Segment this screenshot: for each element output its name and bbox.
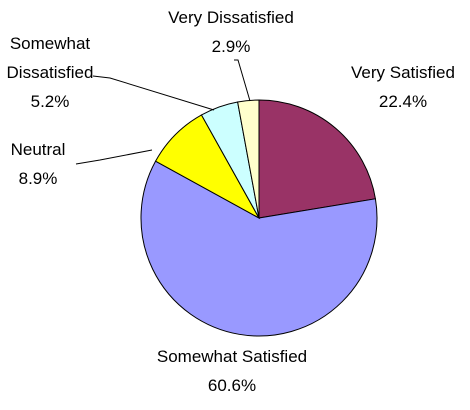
pie-slice <box>258 99 377 219</box>
value-label: 22.4% <box>378 92 428 111</box>
leader-line <box>75 149 153 165</box>
value-label: 5.2% <box>30 92 70 111</box>
value-label: 8.9% <box>18 169 58 188</box>
category-label: Somewhat Dissatisfied <box>6 34 94 82</box>
leader-line <box>234 59 251 102</box>
leader-lines <box>75 59 251 165</box>
slice-label: Neutral 8.9% <box>0 135 78 193</box>
category-label: Somewhat Satisfied <box>156 347 308 366</box>
pie-slice <box>140 160 378 337</box>
slice-label: Very Dissatisfied 2.9% <box>146 3 316 61</box>
slice-label: Very Satisfied 22.4% <box>338 58 468 116</box>
pie-slice <box>237 99 260 219</box>
slice-label: Somewhat Dissatisfied 5.2% <box>2 29 98 116</box>
slice-label: Somewhat Satisfied 60.6% <box>132 342 332 400</box>
value-label: 2.9% <box>211 37 251 56</box>
category-label: Very Dissatisfied <box>168 8 294 27</box>
category-label: Very Satisfied <box>351 63 455 82</box>
category-label: Neutral <box>10 140 66 159</box>
leader-line <box>92 75 215 111</box>
value-label: 60.6% <box>207 376 257 395</box>
